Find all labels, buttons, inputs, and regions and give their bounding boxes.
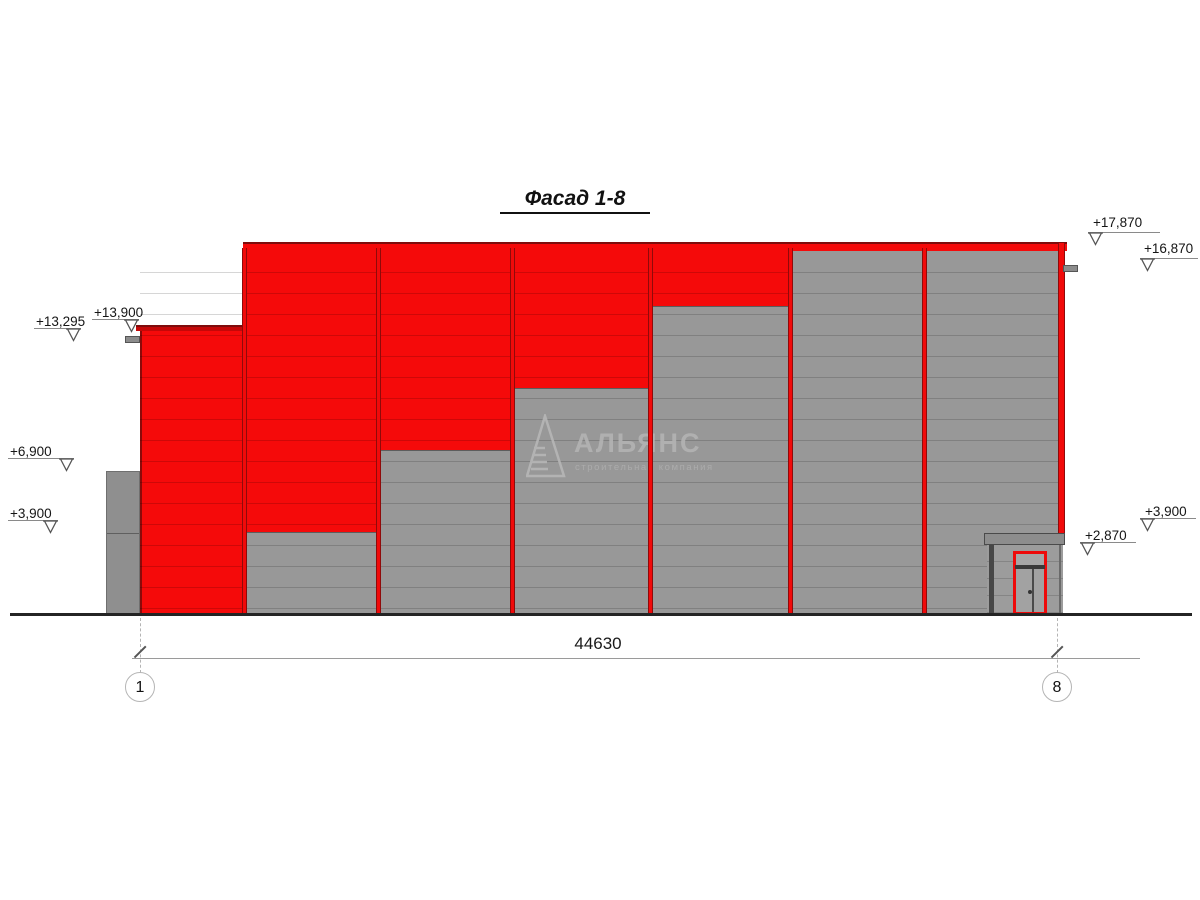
door-header-bar (1015, 565, 1045, 569)
watermark-name: АЛЬЯНС (574, 428, 702, 458)
door-transom (1016, 554, 1044, 565)
annex-joint-line (107, 533, 139, 534)
elevation-marker: +13,900 (92, 305, 143, 337)
elevation-arrow-icon (43, 520, 58, 534)
vestibule-post-left (989, 545, 994, 615)
elevation-shelf (92, 319, 139, 320)
elevation-label: +13,900 (94, 305, 144, 320)
roof-tab-left (125, 336, 140, 343)
panel-joint-lines (140, 252, 1063, 615)
elevation-arrow-icon (59, 458, 74, 472)
elevation-marker: +2,870 (1080, 528, 1136, 560)
elevation-arrow-icon (1140, 258, 1155, 272)
elevation-shelf (8, 520, 58, 521)
elevation-arrow-icon (1140, 518, 1155, 532)
elevation-marker: +16,870 (1140, 241, 1198, 273)
facade-bay-4 (512, 248, 650, 615)
axis-extension-line (1057, 618, 1059, 673)
axis-bubble-1: 1 (125, 672, 155, 702)
watermark: АЛЬЯНС строительная компания (524, 412, 712, 480)
elevation-label: +6,900 (10, 444, 52, 459)
facade-bay-6 (790, 248, 925, 615)
gray-step (378, 450, 512, 615)
parapet-band (243, 242, 1067, 251)
elevation-marker: +13,295 (34, 314, 85, 346)
gray-step (650, 306, 790, 615)
dimension-value: 44630 (574, 634, 622, 653)
watermark-tagline: строительная компания (575, 462, 714, 473)
elevation-shelf (1088, 232, 1160, 233)
mullion (788, 248, 793, 615)
pyramid-logo-icon (526, 414, 566, 478)
elevation-label: +13,295 (36, 314, 86, 329)
mullion (922, 248, 927, 615)
axis-extension-line (140, 618, 142, 673)
facade-bay-2 (245, 248, 378, 615)
ground-line (10, 613, 1192, 616)
elevation-marker: +3,900 (8, 506, 58, 538)
elevation-marker: +3,900 (1140, 504, 1196, 536)
elevation-shelf (34, 328, 81, 329)
elevation-arrow-icon (1088, 232, 1103, 246)
mullion (648, 248, 653, 615)
page-title: Фасад 1-8 (500, 187, 650, 214)
elevation-shelf (8, 458, 74, 459)
bay-1-parapet-cap (136, 325, 246, 331)
annex-block (106, 471, 140, 616)
mullion (376, 248, 381, 615)
elevation-shelf (1140, 518, 1196, 519)
facade-bay-5 (650, 248, 790, 615)
elevation-shelf (1080, 542, 1136, 543)
gray-step (245, 532, 378, 615)
right-edge-red-strip (1058, 243, 1065, 533)
elevation-marker: +6,900 (8, 444, 74, 476)
door-leaf-split (1032, 569, 1034, 612)
facade-bay-1 (140, 328, 245, 615)
axis-bubble-8: 8 (1042, 672, 1072, 702)
mullion (510, 248, 515, 615)
elevation-marker: +17,870 (1088, 215, 1160, 247)
dimension-line (132, 658, 1140, 659)
elevation-label: +16,870 (1144, 241, 1194, 256)
vestibule-lintel (984, 533, 1065, 545)
facade-bay-3 (378, 248, 512, 615)
mullion (242, 248, 247, 615)
entrance-door (1013, 551, 1047, 615)
elevation-label: +17,870 (1093, 215, 1143, 230)
elevation-label: +3,900 (10, 506, 52, 521)
door-handle (1028, 590, 1032, 594)
roof-tab-right (1063, 265, 1078, 272)
vestibule-post-right (1059, 545, 1061, 615)
elevation-arrow-icon (124, 319, 139, 333)
elevation-label: +2,870 (1085, 528, 1127, 543)
elevation-label: +3,900 (1145, 504, 1187, 519)
gray-step (512, 388, 650, 615)
elevation-arrow-icon (66, 328, 81, 342)
elevation-arrow-icon (1080, 542, 1095, 556)
elevation-shelf (1140, 258, 1198, 259)
